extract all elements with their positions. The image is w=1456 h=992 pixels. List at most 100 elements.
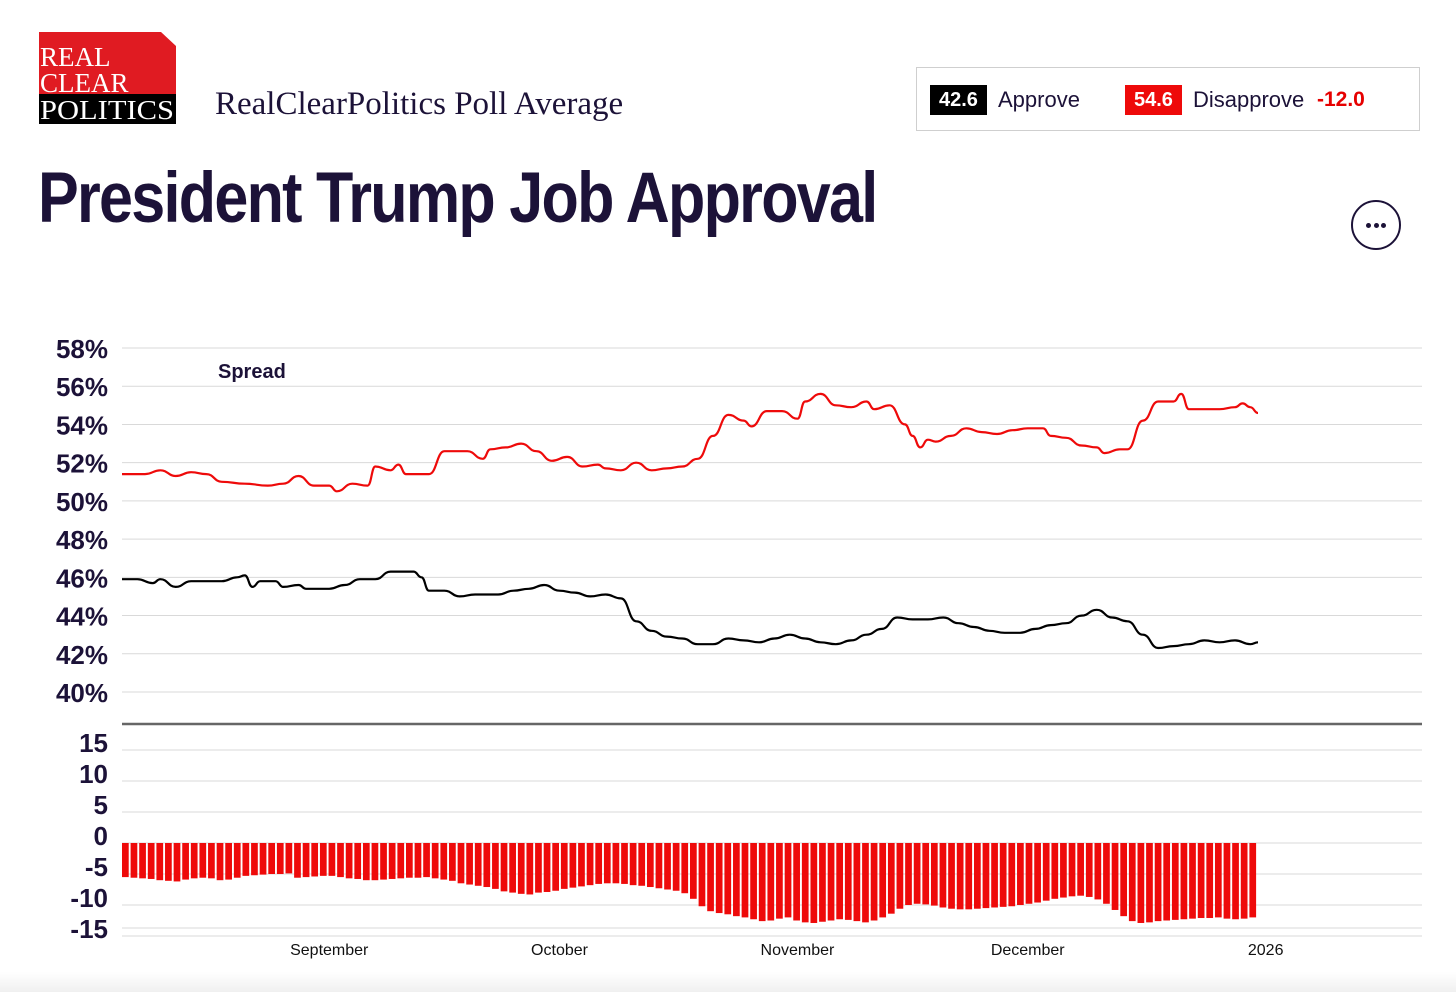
- spread-bar: [337, 843, 344, 878]
- y-tick-label: 54%: [56, 410, 108, 440]
- spread-bar: [1171, 843, 1179, 920]
- spread-bar: [664, 843, 671, 890]
- x-tick-label: October: [531, 942, 589, 959]
- spread-bar: [1025, 843, 1033, 904]
- disapprove-label: Disapprove: [1193, 87, 1305, 112]
- spread-bar: [586, 843, 594, 886]
- spread-bar: [1240, 843, 1248, 919]
- spread-tick-label: 15: [79, 728, 108, 758]
- disapprove-value-badge: 54.6: [1125, 85, 1182, 115]
- spread-bar: [139, 843, 146, 879]
- spread-bar: [982, 843, 990, 909]
- spread-bar: [388, 843, 396, 879]
- rcp-logo[interactable]: REAL CLEAR POLITICS: [39, 32, 176, 124]
- spread-bar: [1120, 843, 1128, 917]
- spread-bar: [922, 843, 930, 905]
- spread-bar: [810, 843, 818, 923]
- spread-bar: [457, 843, 465, 884]
- spread-bar: [1042, 843, 1050, 901]
- spread-bar: [130, 843, 138, 878]
- spread-bar: [1085, 843, 1093, 897]
- spread-bar: [1214, 843, 1222, 918]
- spread-bar: [1034, 843, 1041, 903]
- spread-bar: [784, 843, 792, 918]
- spread-bar: [887, 843, 895, 914]
- spread-bar: [242, 843, 250, 876]
- spread-bar: [1249, 843, 1257, 918]
- spread-bar: [1206, 843, 1214, 919]
- spread-bar: [423, 843, 430, 878]
- spread-bar: [612, 843, 620, 884]
- spread-bar: [552, 843, 560, 891]
- spread-bar: [535, 843, 542, 893]
- x-tick-label: 2026: [1248, 942, 1284, 959]
- spread-bar: [165, 843, 172, 881]
- x-tick-label: November: [761, 942, 835, 959]
- spread-bar: [819, 843, 826, 922]
- spread-bar: [122, 843, 129, 878]
- spread-bar: [302, 843, 310, 878]
- series-line-approve: [122, 570, 1259, 650]
- spread-bar: [741, 843, 749, 918]
- logo-line-1: REAL: [40, 42, 111, 72]
- series-line-disapprove: [122, 392, 1259, 493]
- y-tick-label: 44%: [56, 602, 108, 632]
- spread-bar: [431, 843, 439, 879]
- spread-bar: [1094, 843, 1102, 900]
- spread-bar: [216, 843, 224, 881]
- spread-tick-label: 0: [94, 821, 108, 851]
- spread-bar: [414, 843, 422, 878]
- spread-bar: [1128, 843, 1136, 922]
- spread-tick-label: 5: [94, 790, 108, 820]
- spread-bar: [672, 843, 680, 891]
- spread-bar: [1163, 843, 1171, 921]
- spread-bar: [362, 843, 370, 881]
- spread-bar: [965, 843, 973, 910]
- spread-bar: [801, 843, 809, 923]
- spread-bar: [758, 843, 766, 922]
- spread-bar: [182, 843, 189, 880]
- spread-bar: [251, 843, 258, 876]
- spread-bar: [879, 843, 887, 918]
- approve-label: Approve: [998, 87, 1080, 112]
- spread-tick-label: -5: [85, 852, 108, 882]
- spread-bar: [621, 843, 628, 884]
- spread-bar: [707, 843, 714, 912]
- spread-bar: [311, 843, 319, 877]
- spread-bar: [483, 843, 491, 888]
- y-tick-label: 58%: [56, 334, 108, 364]
- more-options-button[interactable]: [1351, 200, 1401, 250]
- spread-bar: [397, 843, 405, 879]
- spread-bar: [1154, 843, 1162, 922]
- spread-bar: [474, 843, 482, 886]
- spread-bar: [905, 843, 912, 905]
- spread-bar: [1051, 843, 1059, 899]
- spread-bar: [595, 843, 603, 884]
- spread-bar: [509, 843, 516, 893]
- bottom-edge: [0, 972, 1456, 992]
- y-tick-label: 48%: [56, 525, 108, 555]
- spread-bar: [208, 843, 215, 879]
- spread-bar: [853, 843, 861, 922]
- spread-bar: [406, 843, 413, 878]
- spread-bar: [543, 843, 551, 892]
- summary-box: 42.6 Approve 54.6 Disapprove -12.0: [916, 67, 1420, 131]
- spread-bar: [560, 843, 568, 889]
- spread-bar: [466, 843, 473, 885]
- spread-bar: [1137, 843, 1145, 923]
- spread-bar: [285, 843, 293, 874]
- y-tick-label: 56%: [56, 372, 108, 402]
- spread-bar: [449, 843, 456, 881]
- spread-bar: [948, 843, 955, 909]
- spread-bar: [862, 843, 869, 923]
- spread-bar: [698, 843, 706, 907]
- spread-bar: [276, 843, 284, 874]
- spread-bar: [190, 843, 198, 879]
- spread-bar: [715, 843, 723, 914]
- spread-bar: [345, 843, 353, 879]
- spread-bar: [724, 843, 732, 915]
- spread-bar: [1232, 843, 1239, 920]
- spread-bar: [147, 843, 155, 879]
- spread-bar: [1017, 843, 1024, 905]
